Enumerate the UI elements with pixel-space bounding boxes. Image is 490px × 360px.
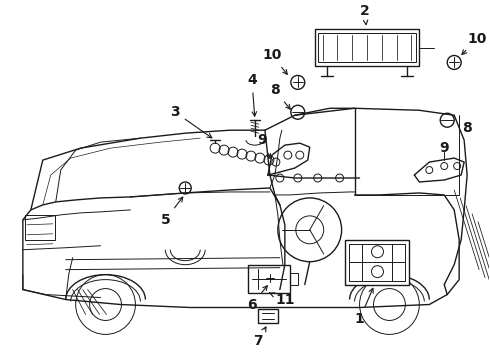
Text: 2: 2 [360,4,369,24]
Bar [25,215,55,240]
Text: 8: 8 [462,121,472,135]
Bar [248,265,290,293]
Text: 11: 11 [270,293,294,306]
Text: 9: 9 [257,133,270,158]
Bar [348,244,405,280]
Text: 5: 5 [160,197,183,227]
Text: 9: 9 [440,141,449,155]
Bar [258,310,278,323]
Bar [315,28,419,67]
Text: 10: 10 [462,32,487,55]
Bar [290,273,298,285]
Text: 4: 4 [247,73,257,116]
Bar [318,32,416,62]
Text: 7: 7 [253,327,266,348]
Text: 8: 8 [270,84,290,109]
Text: 10: 10 [262,49,287,74]
Text: 1: 1 [355,288,373,327]
Bar [344,240,409,285]
Text: 3: 3 [171,105,212,138]
Text: 6: 6 [247,286,268,311]
